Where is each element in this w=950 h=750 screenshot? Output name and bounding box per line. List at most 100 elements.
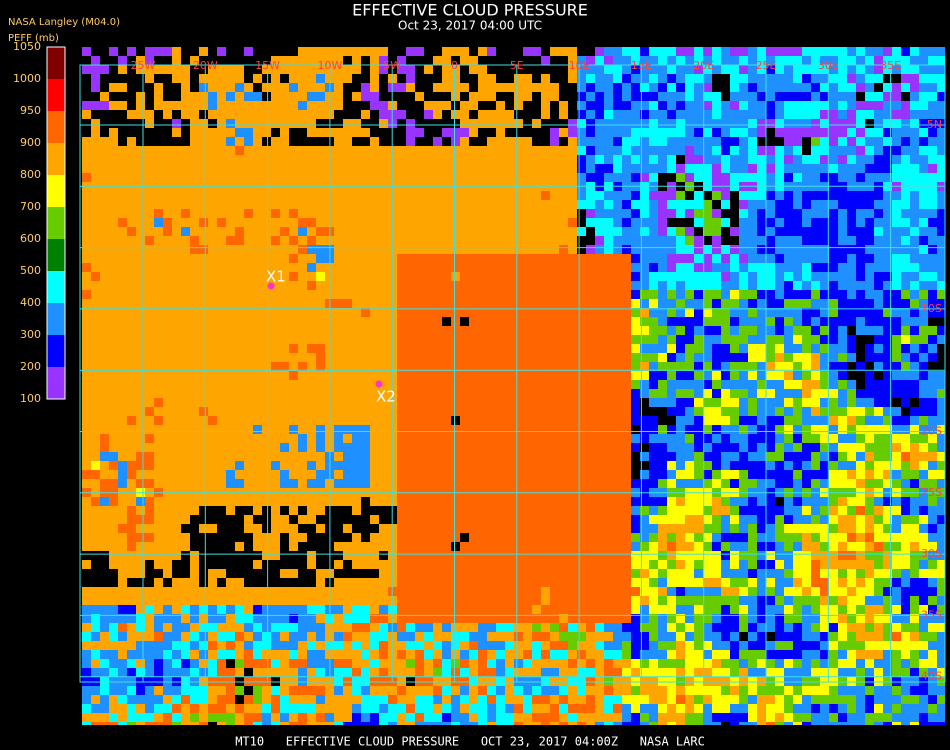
map-cell	[901, 281, 910, 290]
map-cell	[307, 506, 316, 515]
map-cell	[496, 281, 505, 290]
map-cell	[820, 461, 829, 470]
map-cell	[901, 191, 910, 200]
map-cell	[118, 191, 127, 200]
map-cell	[442, 236, 451, 245]
map-cell	[532, 362, 541, 371]
map-cell	[433, 452, 442, 461]
map-cell	[550, 227, 559, 236]
map-cell	[622, 245, 631, 254]
map-cell	[658, 317, 667, 326]
map-cell	[217, 101, 226, 110]
map-cell	[298, 128, 307, 137]
map-cell	[397, 56, 406, 65]
map-cell	[919, 452, 928, 461]
map-cell	[100, 281, 109, 290]
map-cell	[568, 146, 577, 155]
map-cell	[172, 425, 181, 434]
map-cell	[559, 245, 568, 254]
map-cell	[118, 92, 127, 101]
map-cell	[640, 479, 649, 488]
map-cell	[514, 92, 523, 101]
map-cell	[613, 470, 622, 479]
map-cell	[532, 281, 541, 290]
map-cell	[613, 74, 622, 83]
map-cell	[334, 380, 343, 389]
map-cell	[253, 128, 262, 137]
map-cell	[937, 245, 945, 254]
map-cell	[613, 443, 622, 452]
map-cell	[298, 146, 307, 155]
map-cell	[604, 254, 613, 263]
map-cell	[469, 137, 478, 146]
map-cell	[514, 497, 523, 506]
map-cell	[262, 110, 271, 119]
map-cell	[487, 308, 496, 317]
map-cell	[928, 335, 937, 344]
map-cell	[352, 200, 361, 209]
map-cell	[721, 317, 730, 326]
map-cell	[406, 371, 415, 380]
map-cell	[289, 398, 298, 407]
map-cell	[613, 506, 622, 515]
map-cell	[631, 272, 640, 281]
map-cell	[838, 434, 847, 443]
map-cell	[289, 380, 298, 389]
map-cell	[838, 497, 847, 506]
map-cell	[883, 83, 892, 92]
map-cell	[892, 56, 901, 65]
map-cell	[478, 461, 487, 470]
map-cell	[451, 92, 460, 101]
map-cell	[820, 146, 829, 155]
map-cell	[379, 101, 388, 110]
map-cell	[370, 101, 379, 110]
map-cell	[667, 209, 676, 218]
map-cell	[100, 56, 109, 65]
map-cell	[577, 389, 586, 398]
map-cell	[874, 155, 883, 164]
map-cell	[352, 299, 361, 308]
map-cell	[937, 272, 945, 281]
map-cell	[928, 461, 937, 470]
map-cell	[136, 452, 145, 461]
map-cell	[721, 299, 730, 308]
map-cell	[910, 425, 919, 434]
map-cell	[415, 434, 424, 443]
map-cell	[676, 362, 685, 371]
map-cell	[586, 110, 595, 119]
map-cell	[658, 209, 667, 218]
map-cell	[109, 407, 118, 416]
map-cell	[784, 308, 793, 317]
map-cell	[748, 254, 757, 263]
map-cell	[406, 227, 415, 236]
map-cell	[793, 344, 802, 353]
map-cell	[604, 398, 613, 407]
map-cell	[829, 254, 838, 263]
map-cell	[451, 56, 460, 65]
map-cell	[262, 389, 271, 398]
map-cell	[829, 47, 838, 56]
map-cell	[316, 236, 325, 245]
map-cell	[775, 425, 784, 434]
map-cell	[307, 281, 316, 290]
map-cell	[379, 137, 388, 146]
map-cell	[703, 83, 712, 92]
map-cell	[109, 371, 118, 380]
map-cell	[514, 326, 523, 335]
map-cell	[118, 245, 127, 254]
map-cell	[820, 227, 829, 236]
map-cell	[154, 470, 163, 479]
map-cell	[622, 272, 631, 281]
map-cell	[766, 128, 775, 137]
map-cell	[505, 416, 514, 425]
map-cell	[343, 164, 352, 173]
map-cell	[874, 101, 883, 110]
map-cell	[712, 308, 721, 317]
map-cell	[937, 335, 945, 344]
map-cell	[604, 479, 613, 488]
map-cell	[838, 92, 847, 101]
map-cell	[568, 56, 577, 65]
map-cell	[550, 236, 559, 245]
map-cell	[802, 110, 811, 119]
map-cell	[568, 299, 577, 308]
